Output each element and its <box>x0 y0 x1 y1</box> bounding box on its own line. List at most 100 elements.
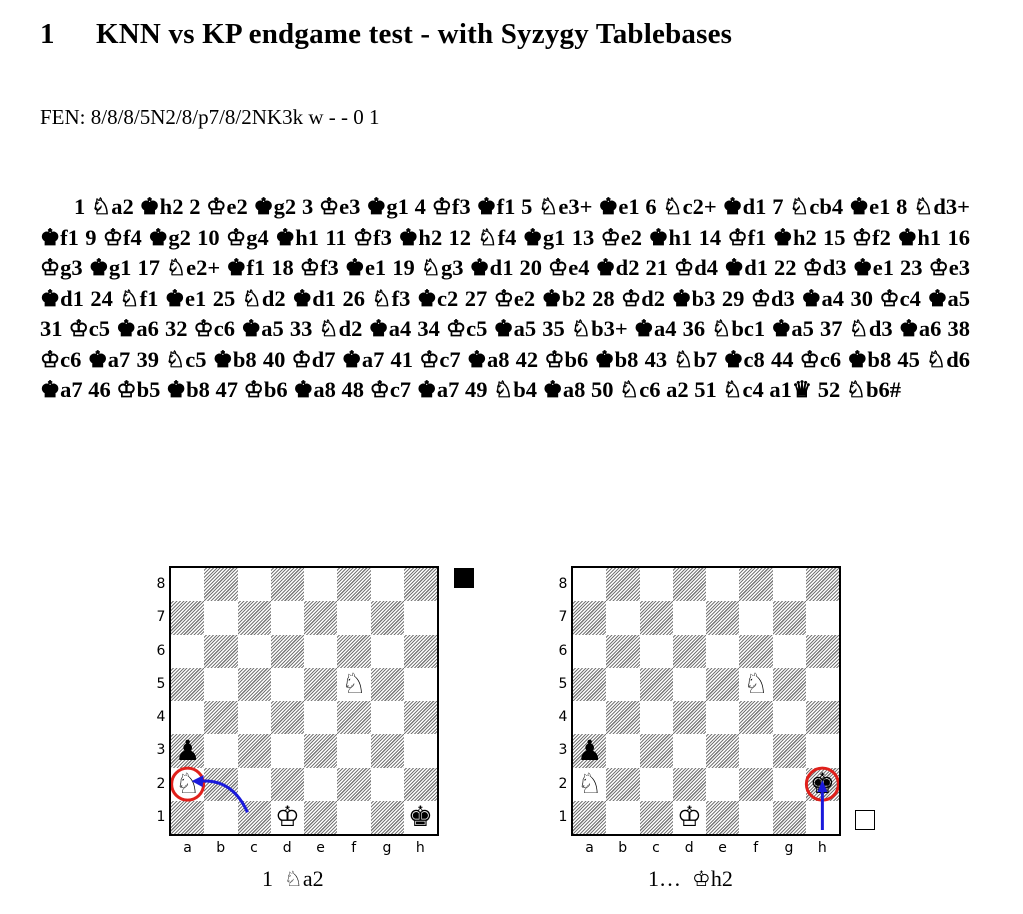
square-f7 <box>739 601 772 634</box>
white-to-move-indicator <box>855 810 875 830</box>
square-c5 <box>237 667 271 701</box>
square-h3 <box>806 734 839 767</box>
square-h4 <box>805 701 839 735</box>
rank-label: 5 <box>558 675 568 692</box>
square-f4 <box>739 701 773 735</box>
square-f2 <box>739 767 773 801</box>
rank-label: 4 <box>156 709 166 725</box>
square-c1 <box>639 800 673 834</box>
square-a6 <box>171 635 204 668</box>
square-g4 <box>371 701 404 734</box>
caption-move-number: 1 <box>262 866 284 891</box>
square-f7 <box>337 601 370 634</box>
caption-piece-icon: ♘ <box>284 867 303 891</box>
square-b6 <box>204 634 238 668</box>
square-h7 <box>806 601 839 634</box>
square-d7 <box>673 601 706 634</box>
file-label: h <box>817 840 827 856</box>
square-d4 <box>270 701 304 735</box>
square-g1 <box>772 800 806 834</box>
square-b4 <box>204 701 238 735</box>
square-b5 <box>204 668 237 701</box>
rank-label: 3 <box>558 742 568 759</box>
square-f3 <box>739 734 772 767</box>
square-g4 <box>773 701 806 734</box>
rank-label: 2 <box>558 775 568 792</box>
square-b2 <box>204 767 238 801</box>
square-c8 <box>640 568 673 601</box>
file-label: h <box>415 840 425 856</box>
square-b1 <box>204 801 237 834</box>
black-pawn-icon: ♟ <box>577 733 603 767</box>
square-b8 <box>204 568 238 602</box>
fen-string: FEN: 8/8/8/5N2/8/p7/8/2NK3k w - - 0 1 <box>40 105 380 129</box>
square-a1 <box>573 800 607 834</box>
square-b6 <box>606 634 640 668</box>
square-h7 <box>404 601 437 634</box>
file-label: d <box>282 840 292 856</box>
square-h5 <box>806 668 839 701</box>
square-b4 <box>606 701 640 735</box>
square-c7 <box>639 601 673 635</box>
square-g7 <box>772 601 806 635</box>
rank-label: 7 <box>156 609 166 626</box>
square-a7 <box>573 601 607 635</box>
square-b2 <box>606 767 640 801</box>
file-label: e <box>316 840 325 856</box>
caption-move-square: a2 <box>302 866 324 891</box>
square-f4 <box>337 701 371 735</box>
rank-label: 2 <box>156 775 166 792</box>
square-a5 <box>573 667 607 701</box>
square-h6 <box>805 634 839 668</box>
square-g2 <box>773 768 806 801</box>
square-b1 <box>606 801 639 834</box>
square-a7 <box>171 601 205 635</box>
rank-label: 1 <box>156 808 166 825</box>
chessboard: ♘ ♟ ♘ ♔ ♚ <box>169 566 439 836</box>
square-c2 <box>238 768 271 801</box>
square-c1 <box>237 800 271 834</box>
square-e1 <box>304 800 338 834</box>
file-label: c <box>250 840 258 856</box>
square-e2 <box>706 768 739 801</box>
file-label: b <box>216 840 226 856</box>
square-e6 <box>706 635 739 668</box>
diagram-caption: 1… ♔h2 <box>648 866 733 892</box>
square-g8 <box>773 568 806 601</box>
white-knight-icon: ♘ <box>743 667 769 701</box>
square-g5 <box>370 667 404 701</box>
white-knight-icon: ♘ <box>341 667 367 701</box>
rank-label: 7 <box>558 609 568 626</box>
square-d7 <box>271 601 304 634</box>
square-g2 <box>371 768 404 801</box>
white-knight-icon: ♘ <box>577 767 603 801</box>
white-knight-icon: ♘ <box>175 767 201 801</box>
square-e7 <box>706 601 740 635</box>
square-a4 <box>573 701 606 734</box>
file-label: g <box>382 840 392 856</box>
file-label: a <box>183 840 192 856</box>
square-g8 <box>371 568 404 601</box>
square-a3 <box>573 734 607 768</box>
game-moves: 1 ♘a2 ♚h2 2 ♔e2 ♚g2 3 ♔e3 ♚g1 4 ♔f3 ♚f1 … <box>40 194 970 402</box>
diagram-caption: 1 ♘a2 <box>262 866 324 892</box>
file-label: g <box>784 840 794 856</box>
caption-piece-icon: ♔ <box>692 867 711 891</box>
rank-label: 6 <box>558 642 568 659</box>
square-h8 <box>403 568 437 602</box>
square-d4 <box>672 701 706 735</box>
square-b3 <box>606 734 639 767</box>
square-g6 <box>371 635 404 668</box>
square-a3 <box>171 734 205 768</box>
caption-move-square: h2 <box>710 866 733 891</box>
square-e6 <box>304 635 337 668</box>
square-e3 <box>706 734 740 768</box>
square-d2 <box>672 767 706 801</box>
square-e4 <box>706 701 739 734</box>
square-g3 <box>772 734 806 768</box>
square-c4 <box>640 701 673 734</box>
rank-label: 1 <box>558 808 568 825</box>
file-label: a <box>585 840 594 856</box>
file-label: f <box>753 840 759 856</box>
square-e5 <box>706 667 740 701</box>
